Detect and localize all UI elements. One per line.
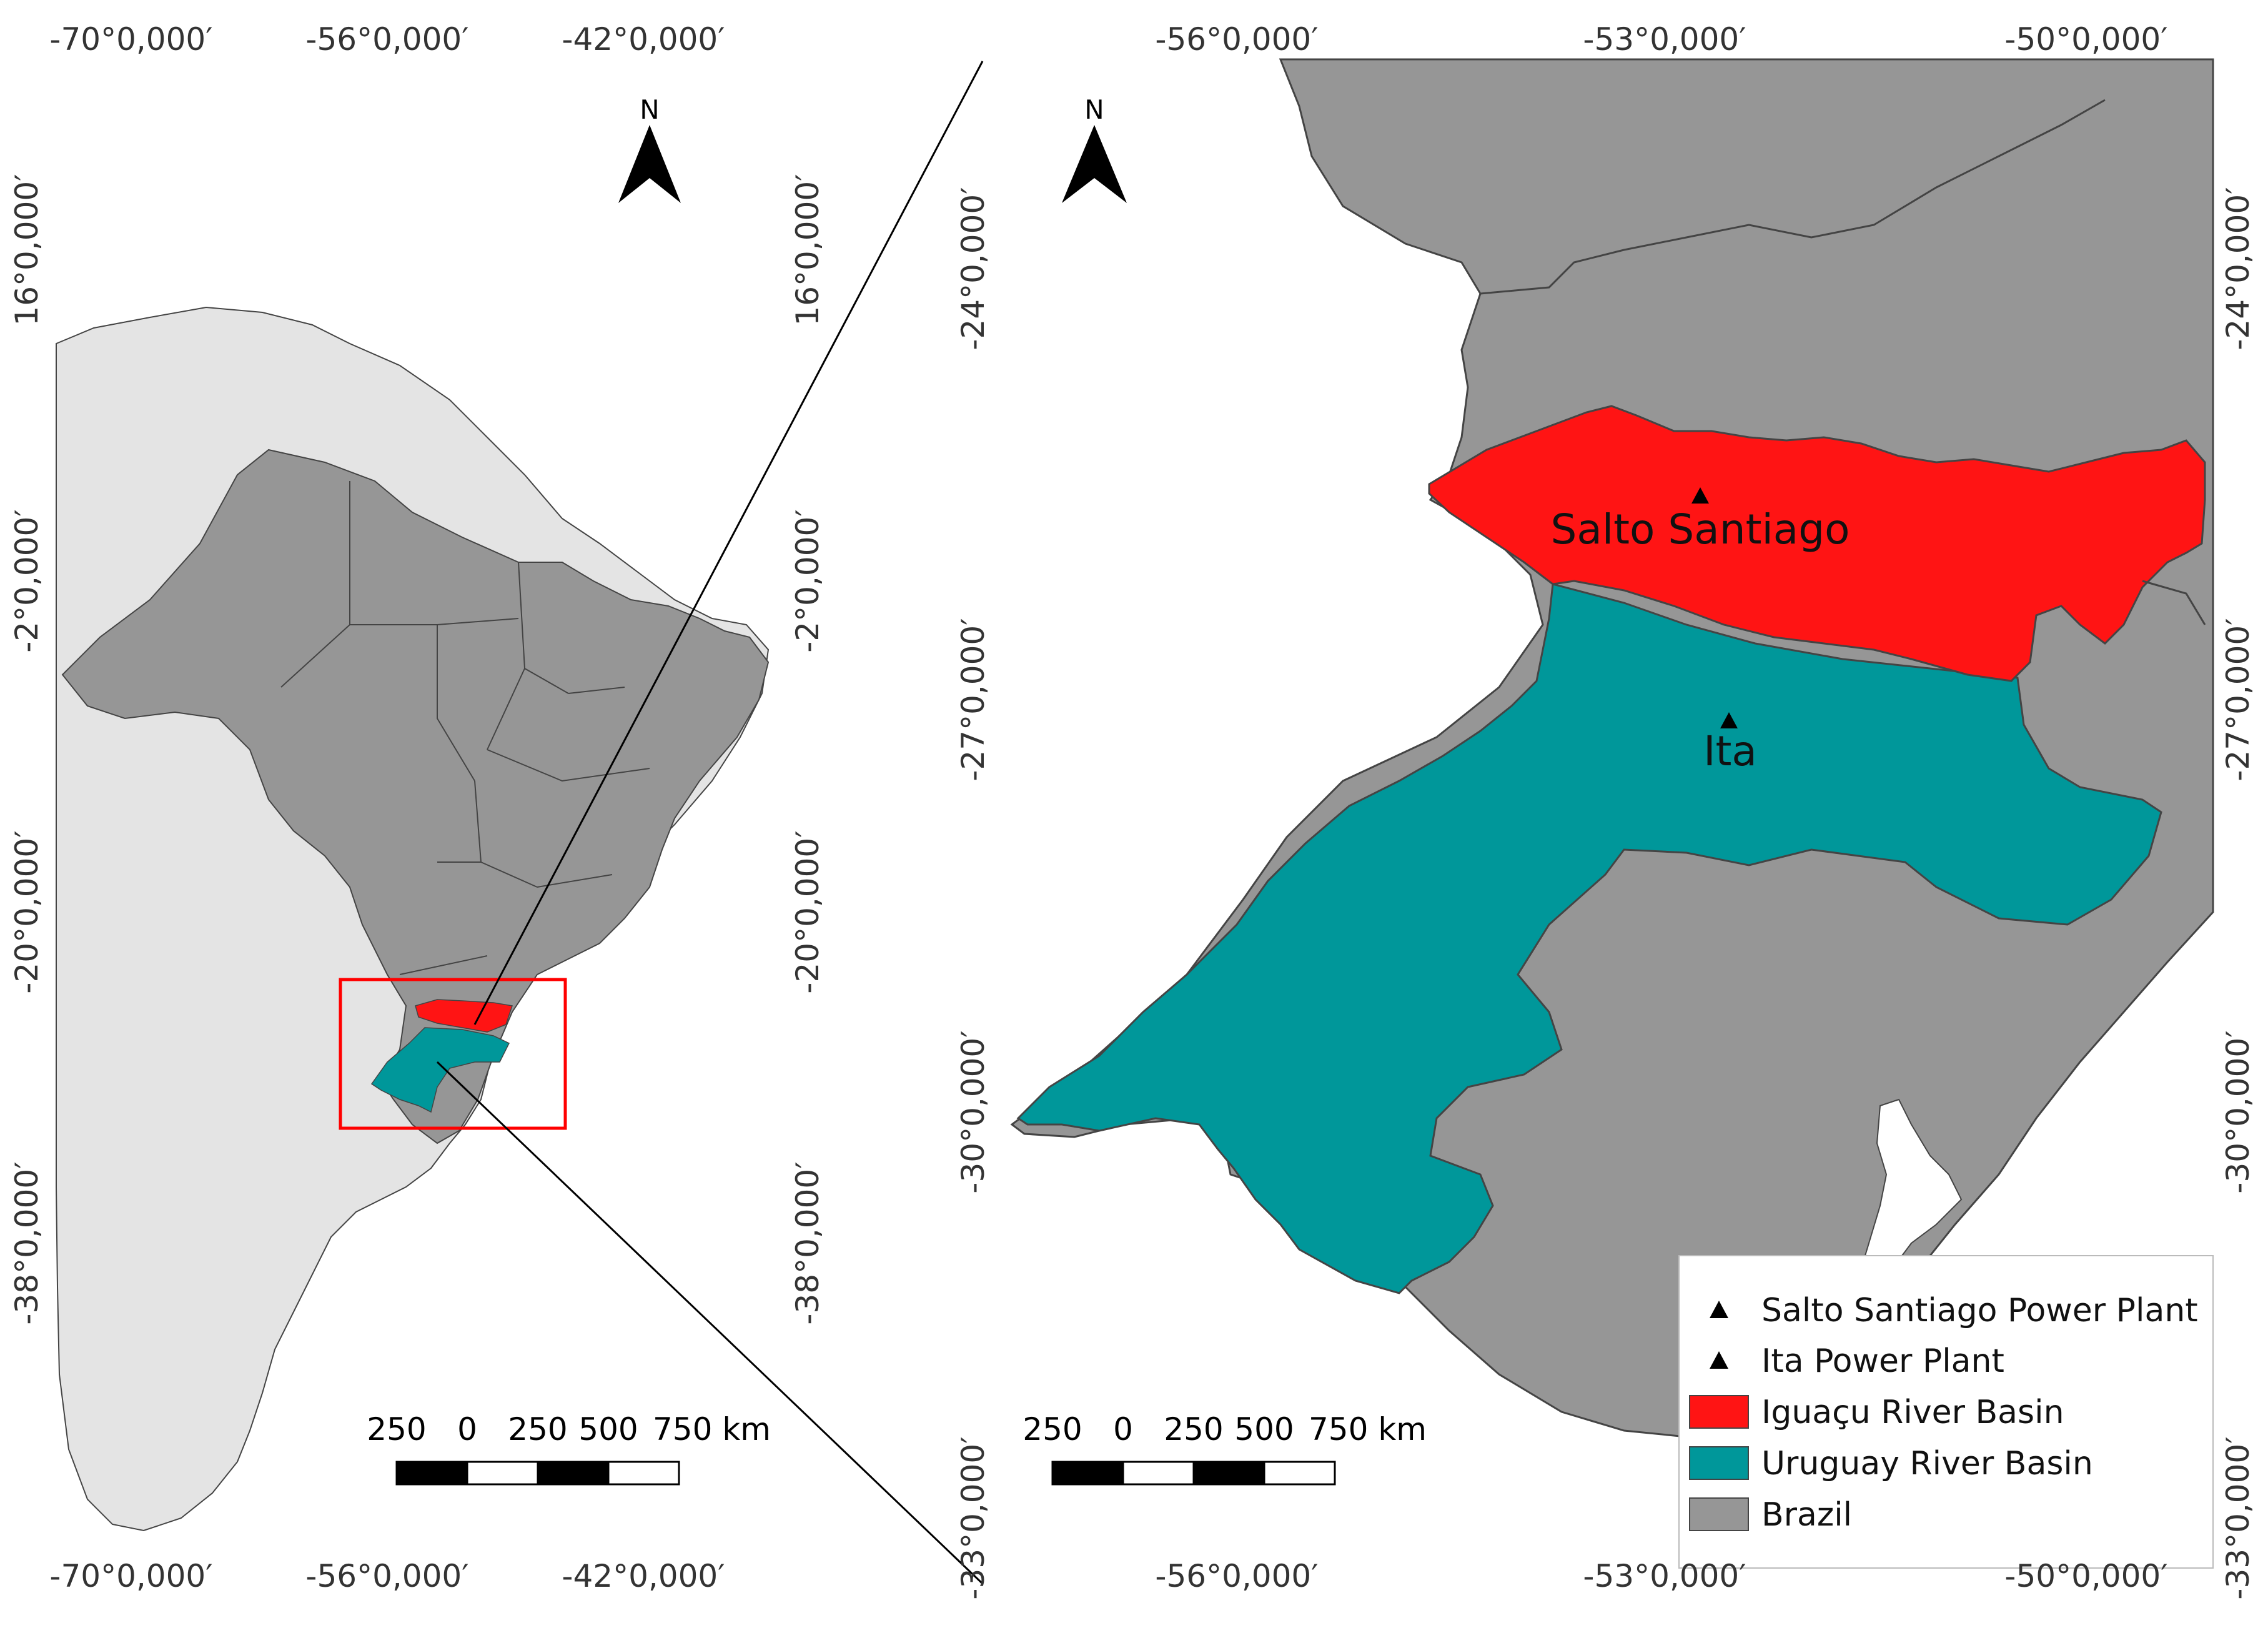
overview-left-tick: -2°0,000′ — [9, 509, 45, 652]
overview-top-tick: -56°0,000′ — [305, 21, 468, 57]
salto-santiago-power-plant-marker — [1691, 487, 1709, 504]
detail-borders — [1480, 99, 2206, 625]
iguacu-basin-overview — [415, 999, 513, 1033]
detail-left-tick: -27°0,000′ — [955, 618, 991, 781]
detail-top-tick: -56°0,000′ — [1155, 21, 1318, 57]
scale-label: 750 km — [1309, 1411, 1427, 1447]
scale-label: 500 — [578, 1411, 638, 1447]
detail-right-tick: -27°0,000′ — [2220, 618, 2256, 781]
overview-left-tick: -20°0,000′ — [9, 830, 45, 993]
overview-top-tick: -42°0,000′ — [562, 21, 725, 57]
extent-box — [339, 978, 567, 1130]
overview-bottom-tick: -56°0,000′ — [305, 1558, 468, 1594]
ita-label: Ita — [1703, 727, 1757, 775]
legend-box — [1678, 1255, 2214, 1569]
north-arrow-label: N — [640, 94, 659, 125]
overview-map: N 250 0 250 500 750 km -70°0,000′ -56°0,… — [9, 21, 826, 1594]
north-arrow-detail: N — [1062, 94, 1127, 203]
detail-right-tick: -30°0,000′ — [2220, 1030, 2256, 1193]
overview-top-tick: -70°0,000′ — [49, 21, 212, 57]
legend-label: Iguaçu River Basin — [1761, 1394, 2064, 1431]
scale-label: 500 — [1234, 1411, 1294, 1447]
north-arrow-overview: N — [618, 94, 681, 203]
legend-label: Ita Power Plant — [1761, 1343, 2004, 1380]
state-borders — [280, 481, 650, 975]
uruguay-basin-detail — [1016, 583, 2162, 1294]
scale-label: 250 — [508, 1411, 567, 1447]
legend-swatch-iguacu — [1689, 1395, 1749, 1429]
uruguay-basin-overview — [370, 1027, 510, 1113]
overview-right-tick: -38°0,000′ — [790, 1161, 826, 1324]
detail-bottom-tick: -53°0,000′ — [1583, 1558, 1746, 1594]
legend-symbol-triangle — [1710, 1301, 1728, 1318]
overview-bottom-tick: -70°0,000′ — [49, 1558, 212, 1594]
legend-label: Salto Santiago Power Plant — [1761, 1292, 2198, 1329]
overview-bottom-tick: -42°0,000′ — [562, 1558, 725, 1594]
scale-label: 250 — [1023, 1411, 1082, 1447]
detail-top-tick: -50°0,000′ — [2004, 21, 2167, 57]
salto-santiago-label: Salto Santiago — [1550, 505, 1850, 553]
legend-swatch-uruguay — [1689, 1446, 1749, 1480]
north-arrow-label: N — [1084, 94, 1104, 125]
detail-bottom-tick: -56°0,000′ — [1155, 1558, 1318, 1594]
overview-left-tick: 16°0,000′ — [9, 174, 45, 325]
detail-map: Salto Santiago Ita N 250 0 250 500 750 k… — [955, 21, 2256, 1600]
detail-left-tick: -24°0,000′ — [955, 187, 991, 350]
legend-label: Uruguay River Basin — [1761, 1445, 2093, 1482]
scale-label: 250 — [1164, 1411, 1223, 1447]
iguacu-basin-detail — [1428, 405, 2206, 682]
scale-bar-detail: 250 0 250 500 750 km — [1023, 1411, 1427, 1486]
legend: Salto Santiago Power Plant Ita Power Pla… — [1678, 1255, 2214, 1569]
overview-left-tick: -38°0,000′ — [9, 1161, 45, 1324]
detail-left-tick: -30°0,000′ — [955, 1030, 991, 1193]
legend-swatch-brazil — [1689, 1497, 1749, 1531]
connector-line-bottom — [436, 1061, 984, 1585]
detail-left-tick: -33°0,000′ — [955, 1436, 991, 1599]
scale-label: 750 km — [653, 1411, 771, 1447]
detail-right-tick: -24°0,000′ — [2220, 187, 2256, 350]
detail-bottom-tick: -50°0,000′ — [2004, 1558, 2167, 1594]
scale-label: 0 — [1113, 1411, 1133, 1447]
detail-right-tick: -33°0,000′ — [2220, 1436, 2256, 1599]
ita-power-plant-marker — [1720, 712, 1738, 728]
scale-label: 250 — [367, 1411, 426, 1447]
overview-right-tick: -20°0,000′ — [790, 830, 826, 993]
legend-label: Brazil — [1761, 1496, 1852, 1534]
detail-top-tick: -53°0,000′ — [1583, 21, 1746, 57]
brazil-overview — [61, 449, 770, 1144]
overview-right-tick: -2°0,000′ — [790, 509, 826, 652]
connector-line-top — [473, 61, 984, 1025]
scale-label: 0 — [457, 1411, 477, 1447]
scale-bar-overview: 250 0 250 500 750 km — [367, 1411, 771, 1486]
legend-symbol-triangle — [1710, 1351, 1728, 1369]
overview-right-tick: 16°0,000′ — [790, 174, 826, 325]
